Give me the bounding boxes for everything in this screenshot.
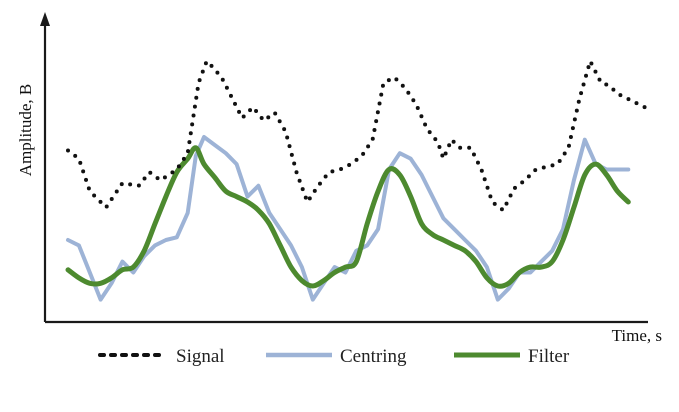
- y-axis-label: Amplitude, B: [16, 84, 35, 177]
- legend-label-signal: Signal: [176, 346, 225, 367]
- legend-label-centring: Centring: [340, 346, 407, 367]
- series-group: [65, 59, 653, 302]
- series-line-filter: [65, 145, 631, 289]
- legend: Signal Centring Filter: [98, 346, 570, 367]
- legend-label-filter: Filter: [528, 346, 570, 367]
- series-line-centring: [66, 135, 631, 302]
- y-axis-arrow: [40, 12, 50, 26]
- series-line-signal: [66, 59, 653, 213]
- x-axis-label: Time, s: [612, 326, 662, 345]
